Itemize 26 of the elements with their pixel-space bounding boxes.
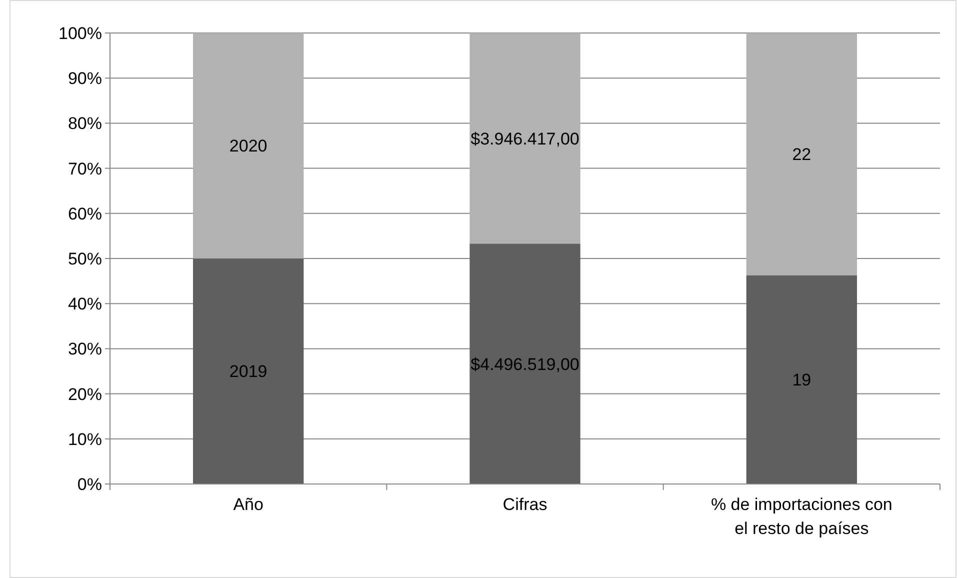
annotation: $4.496.519,00 bbox=[470, 354, 580, 374]
y-tick-label: 70% bbox=[68, 159, 102, 178]
y-tick-label: 50% bbox=[68, 249, 102, 268]
y-tick-label: 30% bbox=[68, 340, 102, 359]
y-tick-label: 80% bbox=[68, 114, 102, 134]
annotation: $3.946.417,00 bbox=[470, 129, 580, 148]
y-tick-label: 100% bbox=[58, 24, 102, 43]
bar bbox=[470, 244, 580, 484]
bar bbox=[746, 33, 857, 276]
bar bbox=[193, 258, 304, 484]
x-tick-label: Año bbox=[233, 495, 264, 514]
x-tick-label: % de importaciones con el resto de países bbox=[710, 495, 892, 538]
y-tick-label: 60% bbox=[68, 204, 102, 224]
annotation: 2019 bbox=[229, 362, 268, 382]
x-tick-label: Cifras bbox=[502, 495, 548, 514]
bar bbox=[470, 33, 580, 244]
bar bbox=[746, 275, 857, 484]
y-tick-label: 0% bbox=[77, 474, 102, 494]
y-tick-label: 20% bbox=[68, 384, 102, 404]
y-tick-label: 40% bbox=[68, 294, 102, 314]
y-tick-label: 90% bbox=[68, 69, 102, 88]
bar bbox=[193, 33, 304, 258]
annotation: 19 bbox=[792, 370, 812, 390]
y-tick-label: 10% bbox=[68, 430, 102, 449]
annotation: 2020 bbox=[229, 136, 268, 156]
annotation: 22 bbox=[792, 145, 812, 164]
